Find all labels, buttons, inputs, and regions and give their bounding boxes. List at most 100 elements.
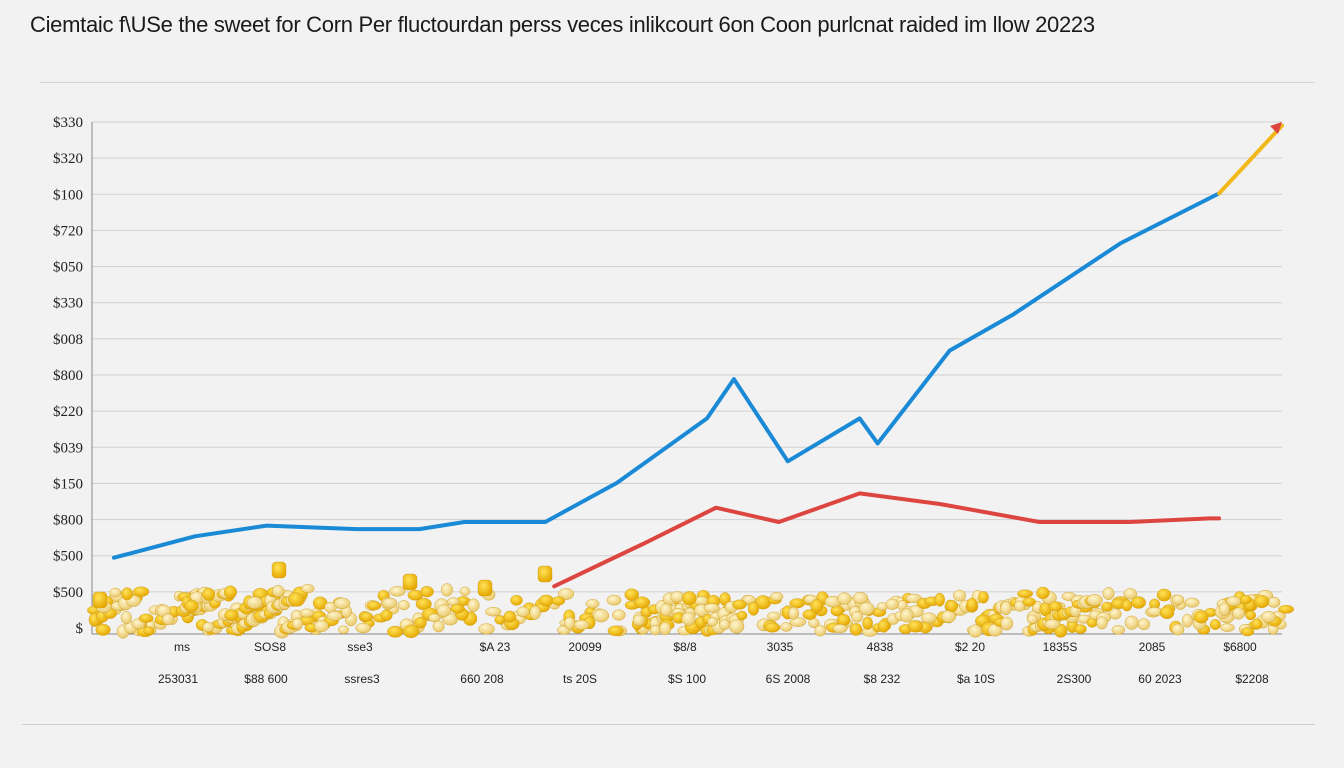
- corn-kernel: [1022, 597, 1036, 607]
- corn-kernel: [1181, 613, 1193, 628]
- corn-kernel: [789, 617, 807, 627]
- corn-kernel: [120, 611, 132, 625]
- corn-kernel: [95, 623, 111, 636]
- corn-kernel: [333, 597, 351, 610]
- corn-kernel: [537, 565, 553, 583]
- corn-kernel: [299, 608, 314, 618]
- corn-kernel: [485, 607, 502, 617]
- corn-kernel: [538, 594, 554, 607]
- corn-kernel: [202, 587, 216, 601]
- corn-kernel: [143, 626, 155, 636]
- corn-kernels-illustration: [87, 561, 1295, 639]
- corn-kernel: [477, 579, 493, 597]
- corn-kernel: [133, 586, 150, 597]
- corn-kernel: [1137, 618, 1151, 631]
- corn-kernel: [852, 592, 869, 605]
- corn-kernel: [326, 610, 343, 621]
- x-tick-label: $a 10S: [957, 672, 995, 686]
- corn-kernel: [402, 573, 418, 591]
- corn-kernel: [849, 623, 863, 636]
- y-tick-label: $320: [53, 151, 83, 167]
- corn-kernel: [1159, 606, 1175, 620]
- y-tick-label: $220: [53, 404, 83, 420]
- corn-kernel: [367, 600, 382, 611]
- corn-kernel: [764, 622, 781, 633]
- corn-kernel: [529, 605, 541, 620]
- corn-kernel: [681, 611, 696, 627]
- corn-kernel: [1000, 616, 1014, 631]
- corn-kernel: [788, 606, 799, 620]
- corn-kernel: [1086, 594, 1103, 606]
- corn-kernel: [355, 622, 372, 634]
- corn-kernel: [301, 584, 315, 594]
- corn-kernel: [271, 585, 285, 598]
- corn-kernel: [420, 586, 434, 598]
- corn-kernel: [1245, 610, 1257, 621]
- corn-kernel: [558, 588, 575, 600]
- corn-kernel: [707, 617, 718, 627]
- x-tick-label: 3035: [767, 640, 794, 654]
- corn-kernel: [1231, 607, 1245, 620]
- corn-kernel: [703, 603, 720, 613]
- corn-kernel: [1102, 587, 1115, 601]
- corn-kernel: [802, 609, 817, 620]
- corn-kernel: [288, 592, 305, 607]
- y-tick-label: $008: [53, 332, 83, 348]
- corn-kernel: [1251, 618, 1263, 630]
- corn-kernel: [862, 616, 873, 630]
- chart-title: Ciemtaic f\USe the sweet for Corn Per fl…: [30, 12, 1095, 37]
- corn-kernel: [732, 599, 747, 610]
- corn-kernel: [246, 596, 263, 610]
- corn-kernel: [1254, 595, 1270, 609]
- corn-kernel: [503, 610, 516, 623]
- x-tick-label: $6800: [1223, 640, 1257, 654]
- corn-kernel: [121, 587, 134, 601]
- corn-kernel: [380, 609, 393, 621]
- corn-kernel: [415, 597, 432, 611]
- corn-kernel: [92, 591, 108, 609]
- x-tick-label: 60 2023: [1138, 672, 1182, 686]
- x-tick-label: $8 232: [864, 672, 901, 686]
- corn-kernel: [632, 614, 646, 626]
- corn-kernel: [1074, 624, 1087, 634]
- corn-kernel: [338, 625, 349, 634]
- corn-kernel: [953, 589, 967, 602]
- y-tick-label: $800: [53, 368, 83, 384]
- corn-kernel: [291, 618, 304, 630]
- corn-kernel: [1131, 596, 1146, 609]
- x-tick-label: 1835S: [1043, 640, 1078, 654]
- corn-kernel: [877, 619, 890, 633]
- corn-kernel: [516, 606, 530, 617]
- x-tick-label: 253031: [158, 672, 198, 686]
- corn-kernel: [767, 611, 781, 621]
- x-tick-label: ssres3: [344, 672, 380, 686]
- corn-kernel: [202, 622, 215, 633]
- series-lines: [112, 122, 1284, 589]
- corn-kernel: [1184, 597, 1200, 608]
- y-tick-label: $150: [53, 476, 83, 492]
- x-tick-label: ts 20S: [563, 672, 597, 686]
- corn-kernel: [607, 625, 624, 636]
- y-tick-label: $039: [53, 440, 83, 456]
- y-axis-tick-labels: $330 $320 $100 $720 $050 $330 $008 $800 $220 $039…: [53, 115, 84, 637]
- corn-kernel: [858, 601, 875, 616]
- x-tick-label: $S 100: [668, 672, 706, 686]
- corn-kernel: [1209, 619, 1221, 630]
- y-tick-label: $720: [53, 223, 83, 239]
- corn-kernel: [592, 609, 610, 623]
- corn-kernel: [440, 583, 453, 597]
- corn-kernel: [770, 592, 784, 602]
- series-line-3: [552, 491, 1222, 589]
- corn-kernel: [467, 598, 480, 612]
- bottom-divider: [22, 724, 1315, 725]
- corn-kernel: [814, 625, 827, 637]
- corn-kernel: [382, 597, 398, 609]
- x-tick-label: sse3: [347, 640, 373, 654]
- axes: [91, 122, 1282, 635]
- corn-kernel: [1111, 625, 1126, 635]
- corn-kernel: [162, 613, 175, 625]
- corn-kernel: [436, 604, 451, 617]
- corn-kernel: [780, 622, 793, 632]
- corn-kernel: [1014, 600, 1026, 612]
